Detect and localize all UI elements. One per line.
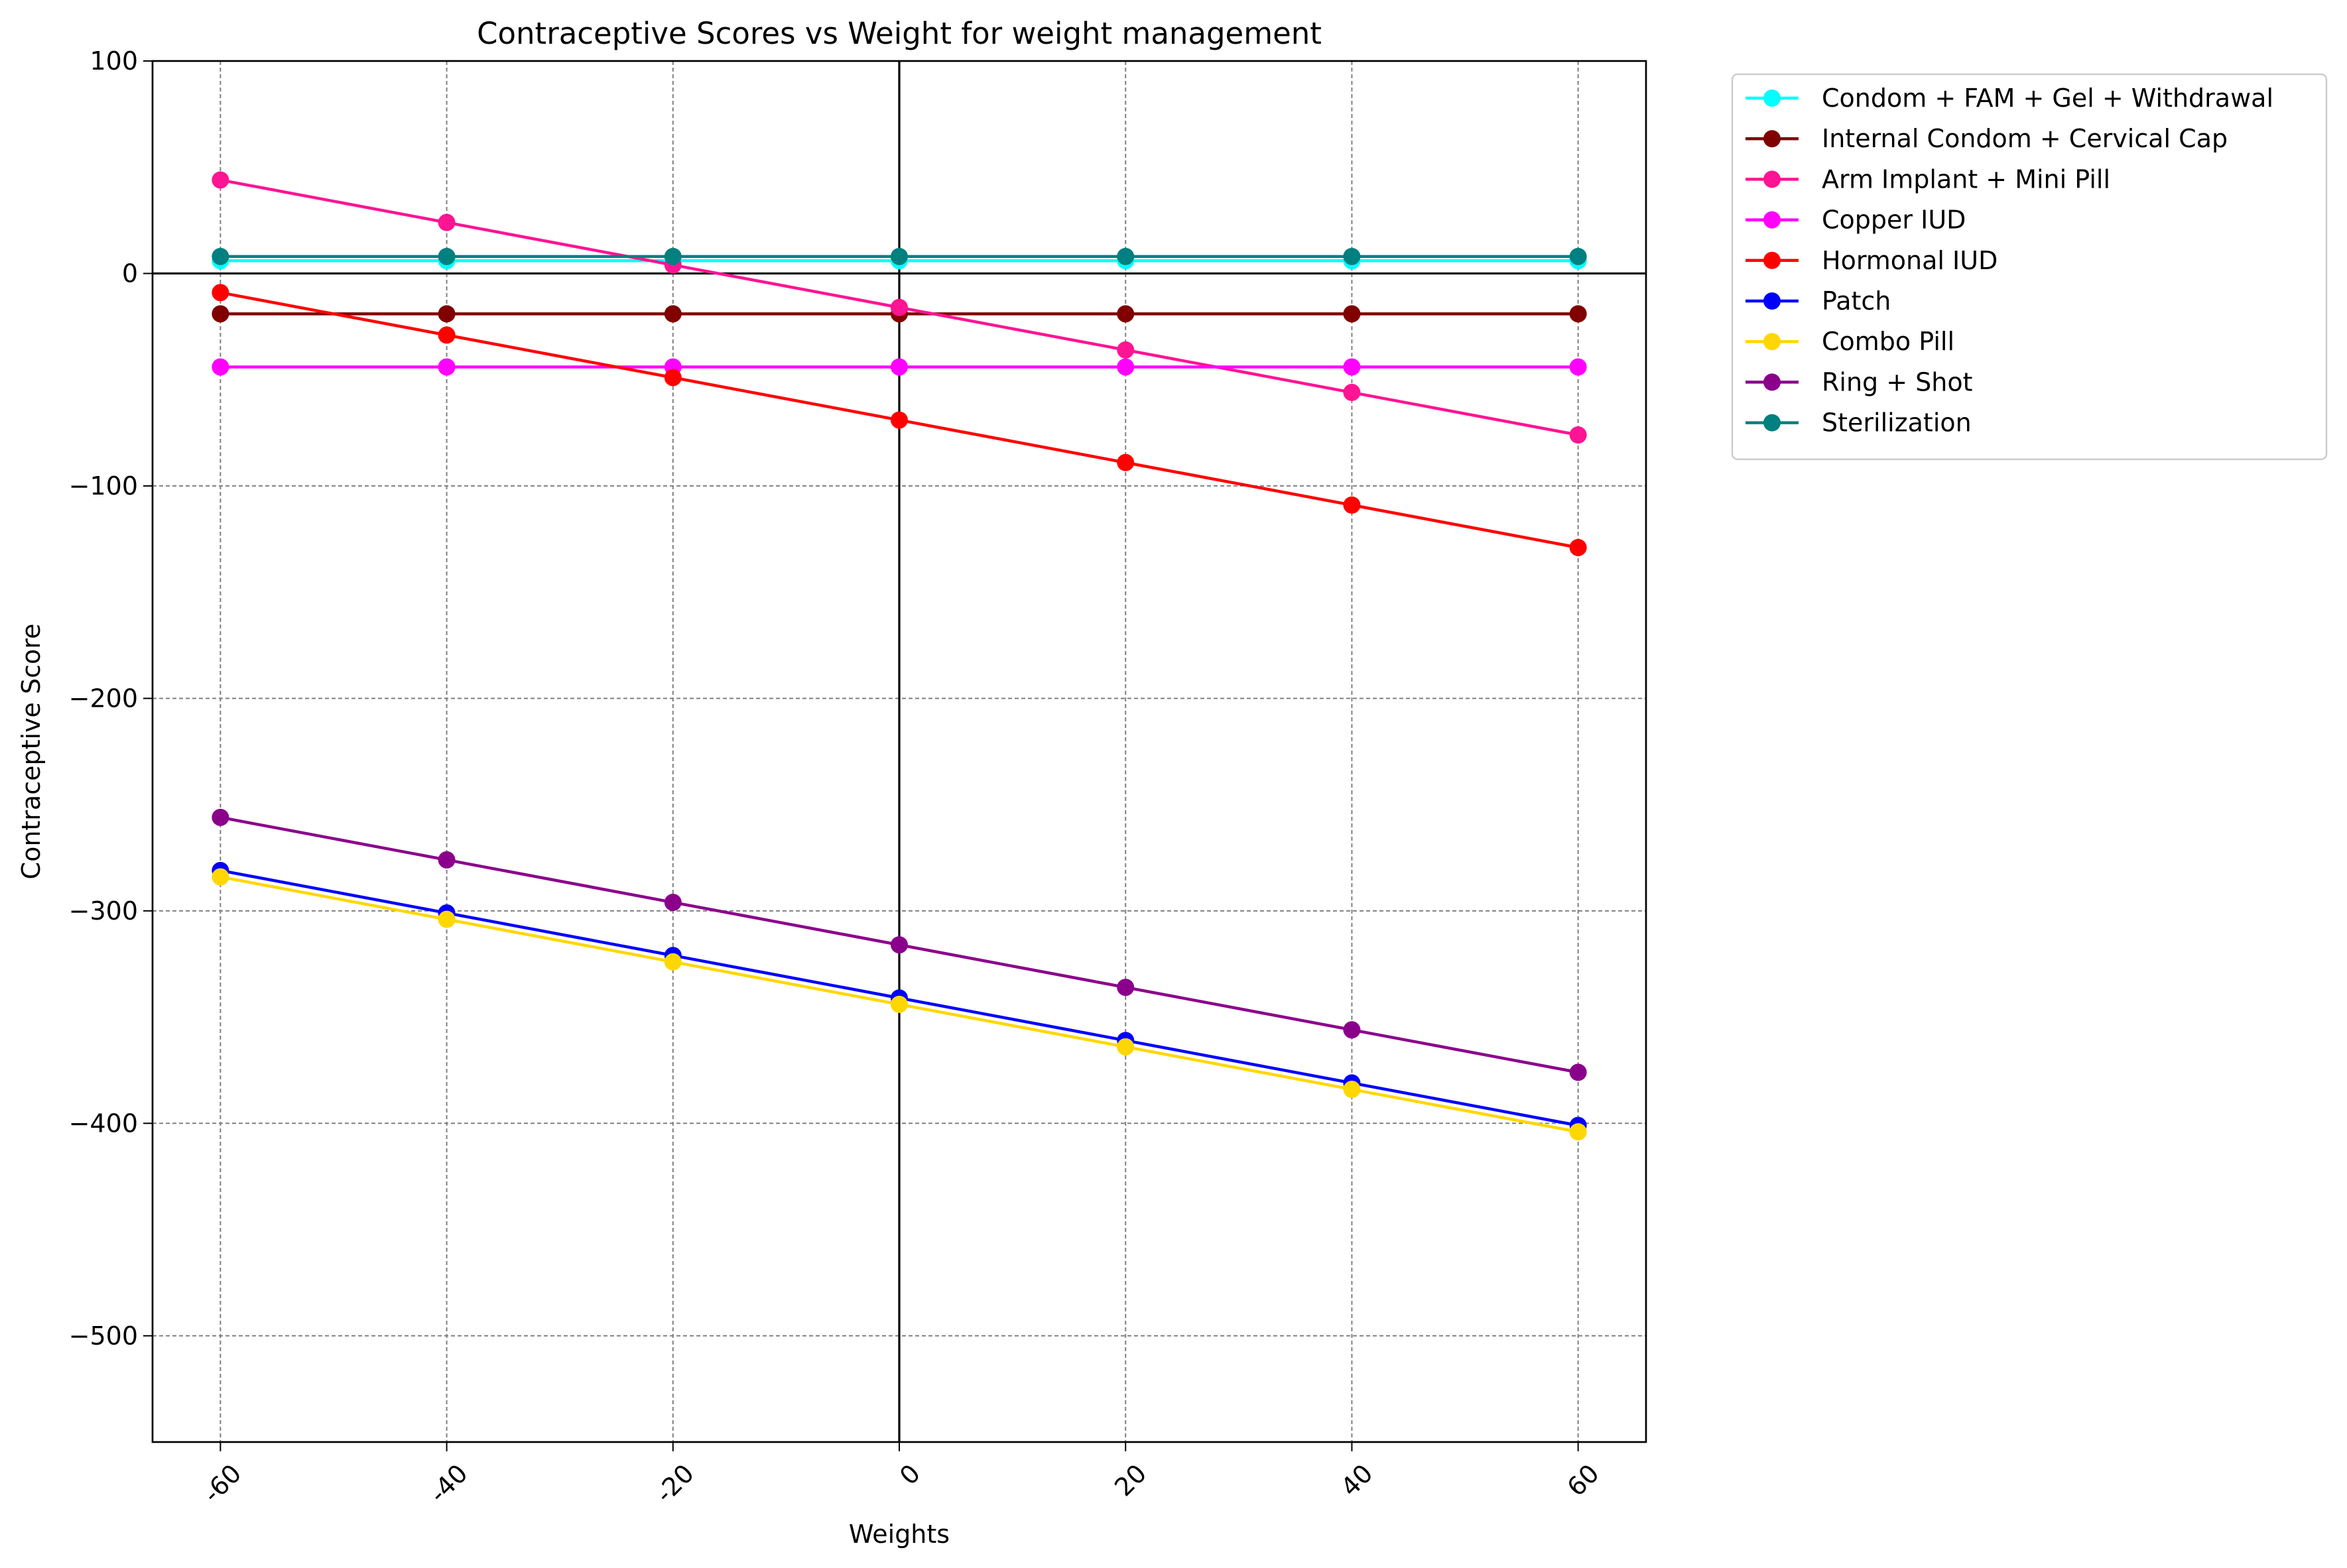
data-point — [1117, 358, 1135, 376]
data-point — [891, 936, 908, 954]
data-point — [212, 171, 229, 189]
legend-swatch-marker — [1763, 373, 1781, 391]
data-point — [212, 247, 229, 265]
legend-label: Ring + Shot — [1822, 367, 1973, 396]
data-point — [1569, 1063, 1587, 1081]
data-point — [212, 284, 229, 302]
legend-swatch-marker — [1763, 211, 1781, 229]
series-ring-shot — [212, 808, 1587, 1081]
y-tick-label: −300 — [69, 896, 138, 926]
data-point — [1117, 453, 1135, 471]
data-point — [438, 247, 456, 265]
legend-item: Copper IUD — [1745, 206, 1966, 235]
y-tick-label: −400 — [69, 1109, 138, 1138]
data-point — [1569, 426, 1587, 444]
legend-item: Hormonal IUD — [1745, 246, 1998, 275]
legend-item: Combo Pill — [1745, 327, 1954, 356]
data-point — [1343, 1021, 1361, 1039]
series-copper-iud — [212, 358, 1587, 376]
legend-item: Ring + Shot — [1745, 367, 1973, 396]
data-point — [1343, 383, 1361, 401]
data-point — [1343, 358, 1361, 376]
legend-swatch-marker — [1763, 170, 1781, 188]
y-tick-label: −200 — [69, 684, 138, 713]
data-point — [1343, 305, 1361, 323]
data-point — [891, 358, 908, 376]
data-point — [1117, 305, 1135, 323]
data-point — [1569, 538, 1587, 556]
series-lines — [212, 171, 1587, 1141]
legend-item: Internal Condom + Cervical Cap — [1745, 124, 2228, 153]
data-point — [1343, 1081, 1361, 1099]
legend-label: Condom + FAM + Gel + Withdrawal — [1822, 84, 2273, 113]
legend-label: Patch — [1822, 286, 1891, 316]
legend-box — [1731, 73, 2328, 461]
y-axis-label: Contraceptive Score — [17, 624, 46, 880]
series-sterilization — [212, 247, 1587, 265]
data-point — [664, 247, 682, 265]
legend-label: Internal Condom + Cervical Cap — [1822, 124, 2228, 153]
data-point — [664, 894, 682, 912]
x-axis-label: Weights — [849, 1520, 950, 1549]
data-point — [1343, 496, 1361, 514]
legend-item: Condom + FAM + Gel + Withdrawal — [1745, 84, 2273, 113]
chart-title: Contraceptive Scores vs Weight for weigh… — [477, 16, 1322, 51]
legend-swatch-marker — [1763, 130, 1781, 148]
data-point — [438, 358, 456, 376]
data-point — [212, 808, 229, 826]
series-hormonal-iud — [212, 284, 1587, 556]
data-point — [1117, 341, 1135, 359]
data-point — [891, 411, 908, 429]
legend-label: Copper IUD — [1822, 206, 1966, 235]
legend-swatch-marker — [1763, 414, 1781, 432]
y-tick-label: −100 — [69, 471, 138, 501]
legend-swatch-marker — [1763, 251, 1781, 269]
y-tick-label: −500 — [69, 1321, 138, 1351]
data-point — [1569, 1123, 1587, 1141]
data-point — [438, 910, 456, 928]
data-point — [664, 369, 682, 387]
series-combo-pill — [212, 868, 1587, 1141]
data-point — [1569, 358, 1587, 376]
legend-swatch-marker — [1763, 333, 1781, 351]
legend-swatch-marker — [1763, 292, 1781, 310]
legend-label: Hormonal IUD — [1822, 246, 1998, 275]
data-point — [1117, 979, 1135, 996]
data-point — [212, 358, 229, 376]
data-point — [438, 851, 456, 869]
data-point — [212, 868, 229, 886]
data-point — [1343, 247, 1361, 265]
legend-item: Sterilization — [1745, 408, 1972, 438]
data-point — [664, 305, 682, 323]
zero-reference-lines — [153, 61, 1646, 1442]
data-point — [891, 995, 908, 1013]
data-point — [1569, 305, 1587, 323]
data-point — [212, 305, 229, 323]
y-tick-label: 0 — [122, 259, 138, 288]
data-point — [1569, 247, 1587, 265]
legend-label: Sterilization — [1822, 408, 1972, 438]
data-point — [438, 326, 456, 344]
data-point — [664, 953, 682, 971]
data-point — [891, 298, 908, 316]
legend-item: Patch — [1745, 286, 1891, 316]
y-tick-label: 100 — [90, 46, 138, 76]
legend-label: Combo Pill — [1822, 327, 1954, 356]
data-point — [438, 213, 456, 231]
legend-item: Arm Implant + Mini Pill — [1745, 164, 2110, 194]
legend: Condom + FAM + Gel + Withdrawal Internal … — [1731, 73, 2328, 461]
data-point — [438, 305, 456, 323]
data-point — [1117, 247, 1135, 265]
data-point — [1117, 1038, 1135, 1055]
data-point — [891, 247, 908, 265]
legend-swatch-marker — [1763, 90, 1781, 107]
legend-label: Arm Implant + Mini Pill — [1822, 164, 2110, 194]
